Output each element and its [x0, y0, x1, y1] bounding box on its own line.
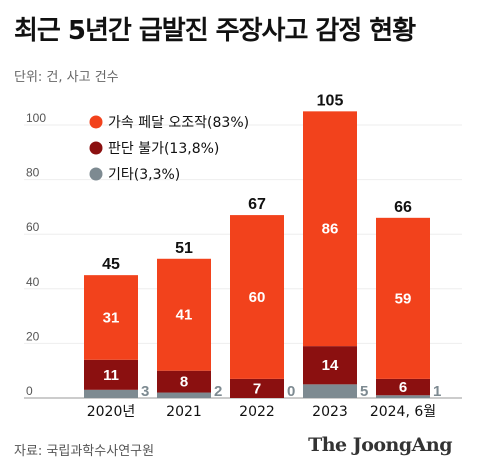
x-tick-label: 2021 — [166, 404, 202, 420]
total-label: 45 — [102, 256, 120, 273]
legend-swatch-other — [89, 167, 103, 181]
data-label-undetermined: 11 — [103, 367, 119, 384]
data-label-undetermined: 6 — [399, 379, 407, 396]
legend-label-other: 기타(3,3%) — [108, 167, 180, 183]
total-label: 66 — [394, 199, 412, 216]
chart-title: 최근 5년간 급발진 주장사고 감정 현황 — [14, 16, 416, 46]
bar-segment-speed — [303, 111, 357, 347]
bar-segment-undetermined — [157, 370, 211, 393]
total-label: 105 — [317, 92, 344, 109]
y-tick-label: 0 — [26, 384, 33, 398]
data-label-speed: 59 — [395, 290, 412, 307]
data-label-other: 5 — [360, 383, 368, 400]
bar-segment-other — [303, 384, 357, 398]
x-tick-label: 2024, 6월 — [370, 404, 436, 420]
data-label-other: 2 — [214, 383, 222, 400]
legend-swatch-speed — [89, 115, 103, 129]
data-label-other: 3 — [141, 383, 149, 400]
bar-segment-speed — [230, 215, 284, 379]
y-tick-label: 20 — [26, 329, 40, 343]
bar-segment-speed — [376, 217, 430, 379]
data-label-speed: 60 — [249, 289, 266, 306]
data-label-other: 1 — [433, 383, 441, 400]
publisher-logo: The JoongAng — [308, 434, 452, 456]
bar-segment-speed — [84, 275, 138, 360]
bar-segment-speed — [157, 258, 211, 371]
data-label-undetermined: 14 — [322, 357, 339, 374]
bar-segment-other — [157, 392, 211, 398]
data-label-speed: 31 — [103, 309, 120, 326]
data-label-undetermined: 8 — [180, 374, 188, 391]
x-tick-label: 2023 — [312, 404, 348, 420]
bar-segment-undetermined — [84, 359, 138, 390]
x-tick-label: 2022 — [239, 404, 275, 420]
y-tick-label: 60 — [26, 220, 40, 234]
legend-label-undetermined: 판단 불가(13,8%) — [108, 141, 219, 157]
bar-segment-other — [376, 395, 430, 398]
legend-label-speed: 가속 페달 오조작(83%) — [108, 115, 249, 131]
data-label-other: 0 — [287, 383, 295, 400]
bar-segment-undetermined — [303, 346, 357, 385]
source-note: 자료: 국립과학수사연구원 — [14, 444, 155, 459]
bar-segment-undetermined — [376, 378, 430, 396]
data-label-speed: 41 — [176, 307, 193, 324]
legend-swatch-undetermined — [89, 141, 103, 155]
x-tick-label: 2020년 — [87, 404, 136, 420]
bar-segment-undetermined — [230, 378, 284, 398]
unit-label: 단위: 건, 사고 건수 — [14, 70, 119, 85]
y-tick-label: 100 — [26, 111, 46, 125]
data-label-undetermined: 7 — [253, 380, 261, 397]
total-label: 67 — [248, 196, 266, 213]
bar-segment-other — [84, 389, 138, 398]
total-label: 51 — [175, 240, 193, 257]
data-label-speed: 86 — [322, 221, 339, 238]
y-tick-label: 80 — [26, 166, 40, 180]
y-tick-label: 40 — [26, 275, 40, 289]
